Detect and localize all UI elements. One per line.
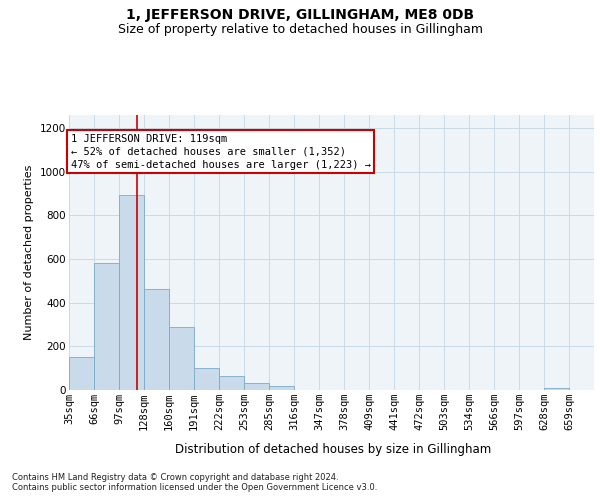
Y-axis label: Number of detached properties: Number of detached properties <box>25 165 34 340</box>
Bar <box>194 368 219 390</box>
Bar <box>269 386 294 390</box>
Bar <box>69 358 94 390</box>
Text: Contains HM Land Registry data © Crown copyright and database right 2024.
Contai: Contains HM Land Registry data © Crown c… <box>12 472 377 492</box>
Bar <box>544 388 569 390</box>
Bar <box>244 384 269 390</box>
Bar <box>219 376 244 390</box>
Bar <box>169 326 194 390</box>
Bar <box>144 288 169 390</box>
Text: Distribution of detached houses by size in Gillingham: Distribution of detached houses by size … <box>175 442 491 456</box>
Text: Size of property relative to detached houses in Gillingham: Size of property relative to detached ho… <box>118 22 482 36</box>
Bar <box>119 194 144 390</box>
Text: 1 JEFFERSON DRIVE: 119sqm
← 52% of detached houses are smaller (1,352)
47% of se: 1 JEFFERSON DRIVE: 119sqm ← 52% of detac… <box>71 134 371 170</box>
Text: 1, JEFFERSON DRIVE, GILLINGHAM, ME8 0DB: 1, JEFFERSON DRIVE, GILLINGHAM, ME8 0DB <box>126 8 474 22</box>
Bar <box>94 264 119 390</box>
